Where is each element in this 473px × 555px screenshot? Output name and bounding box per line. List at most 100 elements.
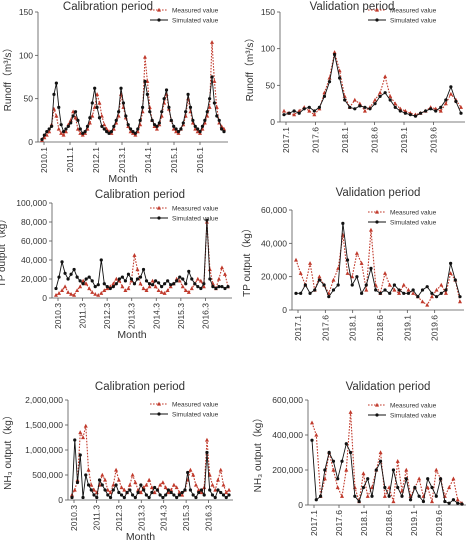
data-point xyxy=(439,291,443,295)
data-point xyxy=(78,279,82,283)
legend-marker xyxy=(157,205,161,210)
data-point xyxy=(75,275,79,279)
data-point xyxy=(180,492,185,497)
data-point xyxy=(181,121,185,125)
data-point xyxy=(59,131,64,135)
data-point xyxy=(177,278,182,283)
data-point xyxy=(133,495,137,500)
data-point xyxy=(106,493,110,497)
data-point xyxy=(331,467,336,472)
data-point xyxy=(59,123,63,127)
data-point xyxy=(138,118,142,122)
data-point xyxy=(81,282,85,286)
legend-marker xyxy=(157,401,161,406)
y-tick-label: 60,000 xyxy=(21,236,47,246)
data-point xyxy=(208,277,212,281)
data-point xyxy=(363,105,367,109)
data-point xyxy=(169,118,173,122)
data-point xyxy=(210,493,215,497)
data-point xyxy=(162,291,167,295)
data-point xyxy=(131,130,135,134)
data-point xyxy=(443,291,448,295)
data-point xyxy=(177,493,182,497)
data-point xyxy=(155,124,159,128)
y-axis-label: NH₃ output（kg） xyxy=(2,410,14,490)
data-point xyxy=(223,286,227,291)
data-point xyxy=(438,108,443,113)
x-tick-label: 2012.3 xyxy=(114,505,124,531)
data-point xyxy=(108,490,113,495)
data-point xyxy=(327,295,331,299)
y-tick-label: 0 xyxy=(298,500,303,510)
data-point xyxy=(78,284,83,289)
data-point xyxy=(282,113,286,117)
data-point xyxy=(78,127,82,131)
data-point xyxy=(191,493,195,497)
data-point xyxy=(45,130,49,134)
data-point xyxy=(453,278,457,282)
data-point xyxy=(373,102,377,106)
legend-label: Simulated value xyxy=(172,216,219,223)
data-point xyxy=(222,272,227,276)
data-point xyxy=(73,438,77,442)
data-point xyxy=(345,271,350,275)
data-point xyxy=(398,106,403,111)
data-point xyxy=(195,276,200,281)
data-point xyxy=(199,286,203,291)
data-point xyxy=(299,291,303,295)
data-point xyxy=(220,285,224,289)
data-point xyxy=(378,90,383,95)
data-point xyxy=(95,92,100,96)
data-point xyxy=(141,286,146,291)
data-point xyxy=(313,288,317,292)
y-tick-label: 600,000 xyxy=(272,395,303,405)
data-point xyxy=(105,285,109,289)
x-tick-label: 2013.3 xyxy=(136,505,146,531)
data-point xyxy=(362,108,367,113)
data-point xyxy=(154,126,159,131)
data-point xyxy=(166,490,171,495)
data-point xyxy=(429,294,434,299)
data-point xyxy=(196,127,200,131)
data-point xyxy=(361,471,366,476)
data-point xyxy=(214,105,219,109)
x-tick-label: 2010.3 xyxy=(69,505,79,531)
data-point xyxy=(354,251,359,255)
data-point xyxy=(102,282,106,286)
data-point xyxy=(126,272,131,276)
data-point xyxy=(160,480,165,485)
legend-label: Measured value xyxy=(390,8,437,15)
data-point xyxy=(393,105,397,109)
chart-panel-3: 0 20,000 40,000 60,000 80,000 100,000 2010.3 20… xyxy=(0,189,232,341)
legend-label: Measured value xyxy=(172,206,219,213)
data-point xyxy=(72,487,77,492)
data-point xyxy=(73,115,78,120)
x-tick-label: 2019.6 xyxy=(430,315,440,341)
data-point xyxy=(212,79,217,83)
legend-label: Simulated value xyxy=(390,413,437,420)
data-point xyxy=(322,94,327,98)
data-point xyxy=(176,130,181,134)
data-point xyxy=(105,487,110,492)
data-point xyxy=(429,107,433,111)
data-point xyxy=(449,85,453,89)
data-point xyxy=(348,410,353,414)
data-point xyxy=(344,442,348,446)
legend-marker xyxy=(157,412,161,416)
data-point xyxy=(378,459,383,463)
data-point xyxy=(142,54,147,59)
data-point xyxy=(207,105,212,109)
data-point xyxy=(458,299,462,304)
data-point xyxy=(387,282,392,287)
x-tick-label: 2017.6 xyxy=(320,315,330,341)
data-point xyxy=(42,133,46,137)
data-point xyxy=(359,261,364,265)
data-point xyxy=(153,284,158,289)
data-point xyxy=(292,109,296,113)
y-axis-label: Runoff（m³/s） xyxy=(244,33,256,102)
x-tick-label: 2019.1 xyxy=(399,127,409,153)
data-point xyxy=(298,271,303,275)
data-point xyxy=(184,282,188,286)
data-point xyxy=(66,290,71,294)
data-point xyxy=(133,131,137,135)
